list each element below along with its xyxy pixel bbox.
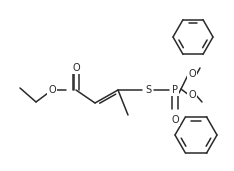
Text: O: O xyxy=(188,90,196,100)
Text: P: P xyxy=(172,85,178,95)
Text: S: S xyxy=(145,85,151,95)
Text: O: O xyxy=(171,115,179,125)
Text: O: O xyxy=(188,69,196,79)
Text: O: O xyxy=(48,85,56,95)
Text: O: O xyxy=(72,63,80,73)
